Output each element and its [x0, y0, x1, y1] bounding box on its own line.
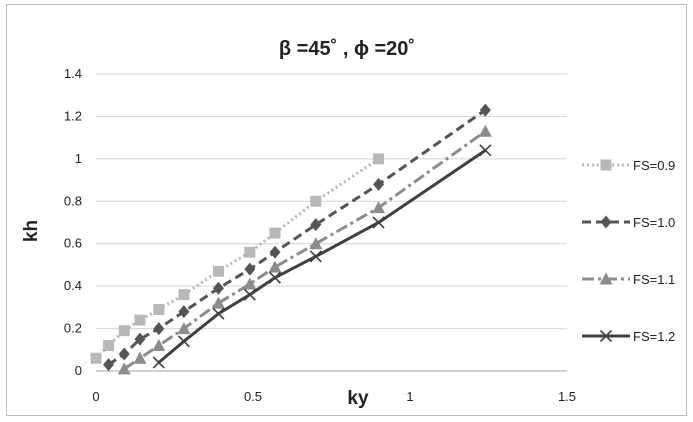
data-point: [152, 356, 165, 369]
data-point-stroke: [309, 250, 322, 263]
data-point: [133, 351, 147, 364]
data-point: [243, 277, 257, 290]
y-tick-label: 0: [75, 363, 82, 378]
data-point: [212, 307, 225, 320]
data-point-stroke: [212, 307, 225, 320]
data-point: [268, 260, 282, 273]
plot-area: [90, 103, 492, 375]
data-point: [178, 305, 190, 319]
data-point: [600, 159, 612, 171]
data-point: [372, 216, 385, 229]
series-fs-1-0: [103, 103, 491, 372]
data-point-stroke: [243, 288, 256, 301]
y-tick-label: 1.2: [64, 108, 82, 123]
data-point: [372, 201, 386, 214]
series-line: [123, 130, 487, 371]
data-point: [373, 153, 385, 165]
data-point: [153, 322, 165, 336]
data-point-stroke: [177, 335, 190, 348]
data-point-stroke: [599, 329, 613, 343]
data-point: [103, 340, 115, 352]
data-point: [118, 347, 130, 361]
data-point: [269, 245, 281, 259]
legend-item: FS=1.0: [582, 215, 675, 230]
data-point: [177, 322, 191, 335]
chart-svg: β =45˚ , ϕ =20˚ 0 0.2 0.4 0.6 0.8 1 1.2 1.4 0 0.5…: [21, 37, 675, 409]
series-fs-1-2: [152, 144, 492, 369]
legend-label: FS=1.2: [633, 329, 675, 344]
data-point-stroke: [479, 144, 492, 157]
data-point: [118, 325, 130, 337]
legend-item: FS=0.9: [582, 158, 675, 173]
data-point: [90, 352, 102, 364]
data-point: [243, 288, 256, 301]
chart-frame: β =45˚ , ϕ =20˚ 0 0.2 0.4 0.6 0.8 1 1.2 1.4 0 0.5…: [6, 4, 687, 416]
legend-label: FS=1.1: [633, 272, 675, 287]
data-point: [212, 265, 224, 277]
axes: 0 0.2 0.4 0.6 0.8 1 1.2 1.4 0 0.5 1 1.5: [64, 66, 576, 404]
y-tick-label: 1.4: [64, 66, 82, 81]
series-line: [157, 149, 487, 364]
x-tick-label: 0.5: [244, 389, 262, 404]
y-tick-label: 0.8: [64, 193, 82, 208]
gridlines: [96, 73, 567, 330]
series-line: [107, 108, 487, 366]
series-fs-1-1: [117, 124, 492, 375]
data-point: [478, 124, 492, 137]
x-tick-label: 1.5: [558, 389, 576, 404]
chart-title: β =45˚ , ϕ =20˚: [279, 37, 415, 60]
data-point: [599, 272, 613, 285]
legend-label: FS=1.0: [633, 215, 675, 230]
data-point: [211, 296, 225, 309]
data-point: [310, 218, 322, 232]
data-point: [103, 358, 115, 372]
data-point: [373, 177, 385, 191]
data-point: [600, 215, 612, 229]
data-point: [153, 303, 165, 315]
data-point-stroke: [268, 271, 282, 284]
legend-label: FS=0.9: [633, 158, 675, 173]
data-point-stroke: [372, 216, 385, 229]
y-tick-label: 0.4: [64, 278, 82, 293]
x-tick-label: 0: [92, 389, 99, 404]
y-tick-label: 0.6: [64, 236, 82, 251]
x-tick-label: 1: [406, 389, 413, 404]
data-point: [268, 271, 282, 284]
data-point: [479, 103, 491, 117]
legend-item: FS=1.2: [582, 329, 675, 344]
data-point-stroke: [152, 356, 165, 369]
data-point: [177, 335, 190, 348]
x-axis-label: ky: [347, 388, 369, 409]
data-point: [310, 195, 322, 207]
data-point: [599, 329, 613, 343]
legend-item: FS=1.1: [582, 272, 675, 287]
data-point: [134, 332, 146, 346]
data-point: [309, 237, 323, 250]
legend: FS=0.9 FS=1.0 FS=1.1 FS=1.2: [582, 158, 675, 344]
data-point: [117, 362, 131, 375]
data-point: [309, 250, 322, 263]
data-point: [479, 144, 492, 157]
data-point: [178, 289, 190, 301]
data-point: [152, 339, 166, 352]
y-tick-label: 0.2: [64, 321, 82, 336]
data-point: [134, 314, 146, 326]
y-axis-label: kh: [21, 220, 42, 242]
data-point: [244, 262, 256, 276]
data-point: [269, 227, 281, 239]
y-tick-label: 1: [75, 151, 82, 166]
series-line: [94, 157, 380, 360]
series-fs-0-9: [90, 153, 385, 364]
data-point: [212, 281, 224, 295]
data-point: [244, 246, 256, 258]
